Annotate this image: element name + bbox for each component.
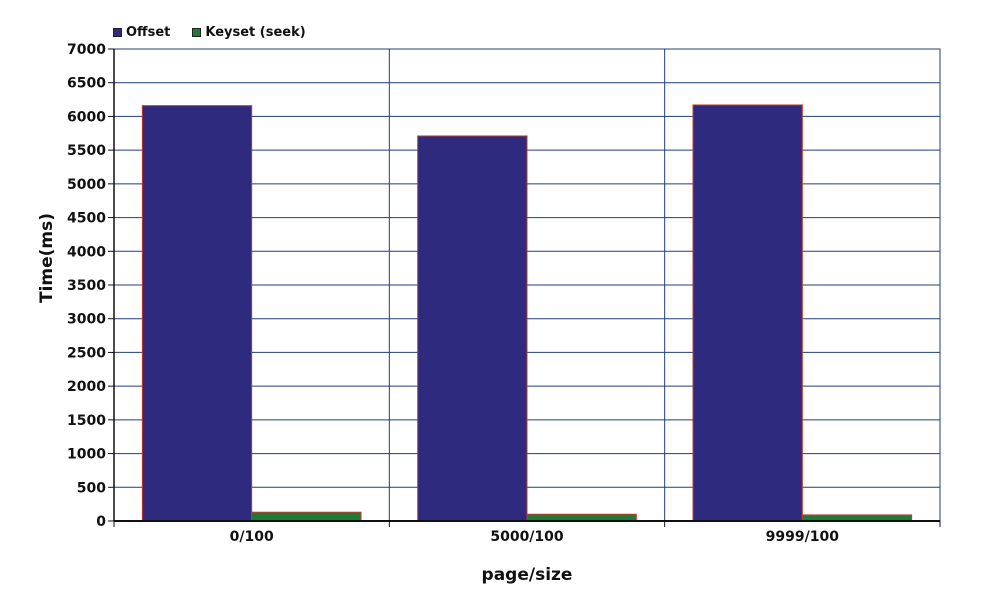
legend-swatch-offset: [113, 28, 122, 37]
y-tick-label: 2500: [67, 345, 106, 361]
y-tick-label: 4500: [67, 211, 106, 227]
y-axis-title: Time(ms): [37, 213, 57, 303]
y-tick-label: 5500: [67, 143, 106, 159]
bar-offset-0: [141, 105, 253, 522]
y-tick-label: 7000: [67, 42, 106, 58]
legend: Offset Keyset (seek): [113, 25, 328, 40]
bar-offset-2: [692, 104, 803, 522]
legend-item-offset: Offset: [113, 25, 170, 40]
x-tick-label: 0/100: [230, 529, 274, 545]
x-axis-title: page/size: [482, 565, 573, 585]
bar-keyset-0: [251, 511, 362, 522]
legend-swatch-keyset: [192, 28, 202, 37]
y-tick-label: 4000: [67, 244, 106, 260]
bar-keyset-1: [526, 513, 637, 522]
x-tick-label: 5000/100: [490, 529, 564, 545]
y-tick-label: 5000: [67, 177, 106, 193]
y-tick-label: 3500: [67, 278, 106, 294]
y-tick-label: 500: [77, 480, 106, 496]
y-tick-label: 2000: [67, 379, 106, 395]
legend-label-offset: Offset: [126, 25, 171, 40]
legend-item-keyset: Keyset (seek): [192, 25, 306, 40]
bars-layer: [141, 104, 913, 522]
y-tick-label: 1000: [67, 447, 106, 463]
axes-layer: 0 500 1000 1500 2000 2500 3000 3500 4000 4500 5000…: [67, 42, 941, 545]
y-tick-label: 1500: [67, 413, 106, 429]
legend-label-keyset: Keyset (seek): [205, 25, 306, 40]
y-tick-label: 6500: [67, 76, 106, 92]
y-tick-label: 3000: [67, 312, 106, 328]
y-tick-label: 0: [96, 514, 106, 530]
x-tick-label: 9999/100: [766, 529, 840, 545]
bar-offset-1: [417, 135, 528, 522]
y-tick-label: 6000: [67, 109, 106, 125]
